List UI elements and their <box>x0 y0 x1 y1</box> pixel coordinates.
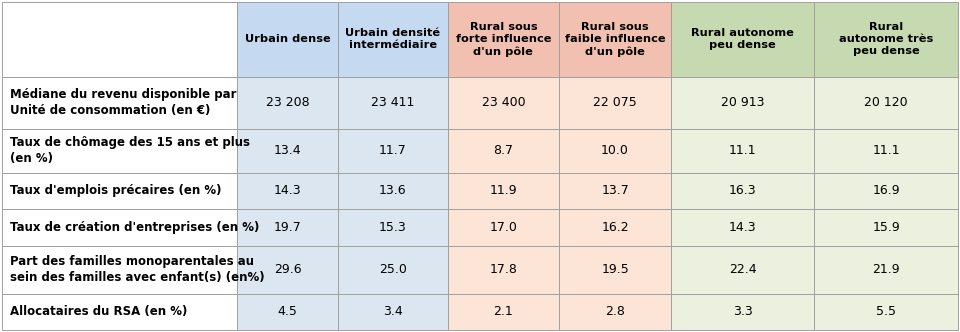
Text: 15.3: 15.3 <box>379 221 407 234</box>
Text: Rural autonome
peu dense: Rural autonome peu dense <box>691 29 794 50</box>
Text: 11.9: 11.9 <box>490 185 517 198</box>
Text: 22 075: 22 075 <box>593 96 636 109</box>
Text: 11.7: 11.7 <box>379 144 407 157</box>
Text: 15.9: 15.9 <box>873 221 900 234</box>
Text: Allocataires du RSA (en %): Allocataires du RSA (en %) <box>10 305 187 318</box>
Text: 16.2: 16.2 <box>601 221 629 234</box>
Text: Taux d'emplois précaires (en %): Taux d'emplois précaires (en %) <box>10 185 221 198</box>
Text: Urbain densité
intermédiaire: Urbain densité intermédiaire <box>346 29 441 50</box>
Text: Taux de chômage des 15 ans et plus
(en %): Taux de chômage des 15 ans et plus (en %… <box>10 136 250 165</box>
Text: 2.1: 2.1 <box>493 305 514 318</box>
Text: Urbain dense: Urbain dense <box>245 35 330 44</box>
Text: 20 120: 20 120 <box>864 96 908 109</box>
Text: Taux de création d'entreprises (en %): Taux de création d'entreprises (en %) <box>10 221 259 234</box>
Text: 11.1: 11.1 <box>729 144 756 157</box>
Text: 22.4: 22.4 <box>729 263 756 276</box>
Text: 23 208: 23 208 <box>266 96 309 109</box>
Text: 14.3: 14.3 <box>729 221 756 234</box>
Text: Rural sous
forte influence
d'un pôle: Rural sous forte influence d'un pôle <box>456 22 551 57</box>
Text: 17.8: 17.8 <box>490 263 517 276</box>
Text: 3.4: 3.4 <box>383 305 402 318</box>
Text: 16.9: 16.9 <box>873 185 900 198</box>
Text: Rural sous
faible influence
d'un pôle: Rural sous faible influence d'un pôle <box>564 22 665 57</box>
Text: 23 400: 23 400 <box>482 96 525 109</box>
Text: Part des familles monoparentales au
sein des familles avec enfant(s) (en%): Part des familles monoparentales au sein… <box>10 255 264 284</box>
Text: 3.3: 3.3 <box>732 305 753 318</box>
Text: 25.0: 25.0 <box>379 263 407 276</box>
Text: Rural
autonome très
peu dense: Rural autonome très peu dense <box>839 22 933 56</box>
Text: 13.7: 13.7 <box>601 185 629 198</box>
Text: 13.4: 13.4 <box>274 144 301 157</box>
Text: 4.5: 4.5 <box>277 305 298 318</box>
Text: 10.0: 10.0 <box>601 144 629 157</box>
Text: 29.6: 29.6 <box>274 263 301 276</box>
Text: 11.1: 11.1 <box>873 144 900 157</box>
Text: 19.5: 19.5 <box>601 263 629 276</box>
Text: 13.6: 13.6 <box>379 185 407 198</box>
Text: 21.9: 21.9 <box>873 263 900 276</box>
Text: 20 913: 20 913 <box>721 96 764 109</box>
Text: 19.7: 19.7 <box>274 221 301 234</box>
Text: 8.7: 8.7 <box>493 144 514 157</box>
Text: 2.8: 2.8 <box>605 305 625 318</box>
Text: 16.3: 16.3 <box>729 185 756 198</box>
Text: 23 411: 23 411 <box>372 96 415 109</box>
Text: 14.3: 14.3 <box>274 185 301 198</box>
Text: 17.0: 17.0 <box>490 221 517 234</box>
Text: 5.5: 5.5 <box>876 305 897 318</box>
Text: Médiane du revenu disponible par
Unité de consommation (en €): Médiane du revenu disponible par Unité d… <box>10 88 236 117</box>
